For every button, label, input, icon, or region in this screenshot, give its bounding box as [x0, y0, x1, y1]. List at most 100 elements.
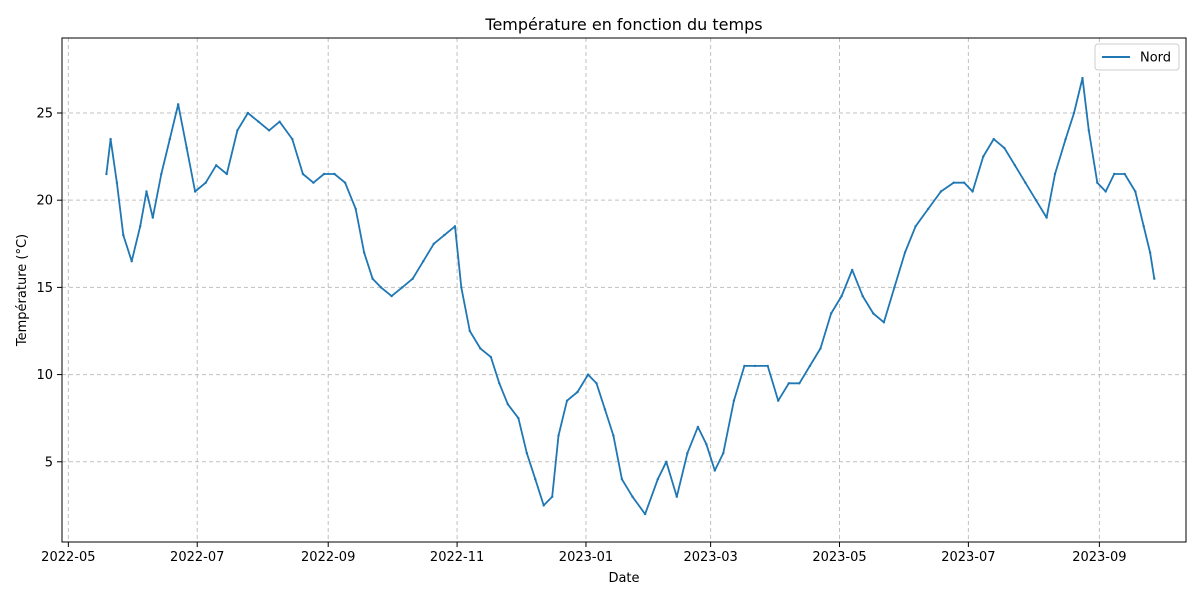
- data-point: [595, 382, 598, 385]
- data-point: [586, 373, 590, 376]
- x-tick-label: 2023-05: [812, 550, 866, 565]
- x-tick-label: 2023-03: [683, 550, 737, 565]
- data-point: [808, 364, 812, 368]
- data-point: [371, 277, 374, 280]
- data-point: [204, 181, 207, 184]
- data-point: [992, 137, 995, 141]
- legend-label-nord: Nord: [1140, 51, 1171, 66]
- data-point: [278, 120, 281, 123]
- data-point: [893, 286, 896, 289]
- data-point: [379, 286, 383, 289]
- data-point: [506, 403, 509, 406]
- data-point: [267, 129, 271, 132]
- data-point: [301, 172, 305, 176]
- data-point: [565, 399, 569, 402]
- x-tick-label: 2023-09: [1072, 550, 1126, 565]
- data-point: [145, 190, 148, 193]
- data-point: [576, 390, 579, 394]
- y-tick-label: 5: [45, 455, 53, 470]
- data-point: [829, 312, 833, 315]
- data-point: [322, 172, 326, 176]
- data-point: [390, 294, 393, 298]
- data-point: [927, 207, 930, 211]
- data-point: [1034, 199, 1038, 202]
- data-point: [1024, 181, 1027, 184]
- data-point: [193, 190, 197, 193]
- x-tick-label: 2022-05: [41, 550, 95, 565]
- data-point: [498, 382, 501, 385]
- data-point: [939, 190, 943, 193]
- data-point: [819, 347, 822, 350]
- data-point: [656, 478, 659, 481]
- data-point: [851, 268, 854, 272]
- data-point: [236, 129, 239, 132]
- data-point: [872, 312, 875, 315]
- data-point: [787, 382, 790, 385]
- data-point: [1053, 172, 1057, 176]
- data-point: [122, 233, 125, 237]
- data-point: [551, 495, 554, 498]
- data-point: [291, 137, 294, 141]
- data-point: [109, 137, 112, 141]
- data-point: [777, 399, 780, 402]
- data-point: [151, 216, 154, 219]
- data-point: [1064, 137, 1067, 141]
- data-point: [1113, 172, 1116, 176]
- data-point: [1148, 251, 1152, 254]
- data-point: [643, 512, 647, 516]
- data-point: [246, 111, 250, 115]
- data-point: [1153, 277, 1156, 280]
- data-point: [525, 451, 528, 455]
- data-point: [1087, 129, 1091, 132]
- data-point: [168, 137, 171, 141]
- data-point: [914, 225, 917, 228]
- y-axis: 5 10 15 20 25: [36, 106, 62, 470]
- data-point: [460, 286, 463, 289]
- data-point: [422, 260, 425, 263]
- data-point: [215, 164, 218, 167]
- data-point: [753, 364, 757, 368]
- data-point: [489, 355, 493, 359]
- data-point: [343, 181, 347, 184]
- data-point: [620, 478, 624, 481]
- data-point: [160, 172, 163, 176]
- y-tick-label: 25: [36, 106, 53, 121]
- data-point: [882, 321, 886, 324]
- data-point: [312, 181, 315, 184]
- y-tick-label: 15: [36, 281, 53, 296]
- data-point: [177, 103, 180, 106]
- data-point: [542, 504, 545, 507]
- data-point: [705, 443, 708, 446]
- data-point: [333, 172, 336, 176]
- data-point: [840, 294, 843, 298]
- data-point: [1081, 76, 1084, 80]
- data-point: [453, 225, 457, 228]
- grid-lines: [62, 38, 1186, 542]
- series-layer: [105, 76, 1156, 516]
- series-line-nord: [105, 77, 1156, 515]
- data-point: [105, 172, 108, 176]
- data-point: [130, 260, 133, 263]
- y-axis-label: Température (°C): [15, 234, 30, 347]
- data-point: [1142, 225, 1145, 228]
- data-point: [432, 242, 435, 245]
- data-point: [1003, 146, 1006, 150]
- data-point: [479, 347, 482, 350]
- x-tick-label: 2022-07: [170, 550, 224, 565]
- data-point: [401, 286, 404, 289]
- data-point: [411, 277, 414, 280]
- data-point: [1072, 111, 1076, 115]
- data-point: [952, 181, 955, 184]
- x-tick-label: 2023-07: [941, 550, 995, 565]
- data-point: [362, 251, 366, 254]
- x-axis: 2022-05 2022-07 2022-09 2022-11 2023-01 2023-…: [41, 542, 1127, 565]
- x-tick-label: 2022-11: [430, 550, 484, 565]
- data-point: [443, 233, 446, 237]
- data-point: [115, 181, 119, 184]
- data-point: [517, 417, 520, 420]
- data-point: [139, 225, 142, 228]
- data-point: [766, 364, 769, 368]
- y-tick-label: 20: [36, 194, 53, 209]
- data-point: [971, 190, 974, 193]
- data-point: [1013, 164, 1017, 167]
